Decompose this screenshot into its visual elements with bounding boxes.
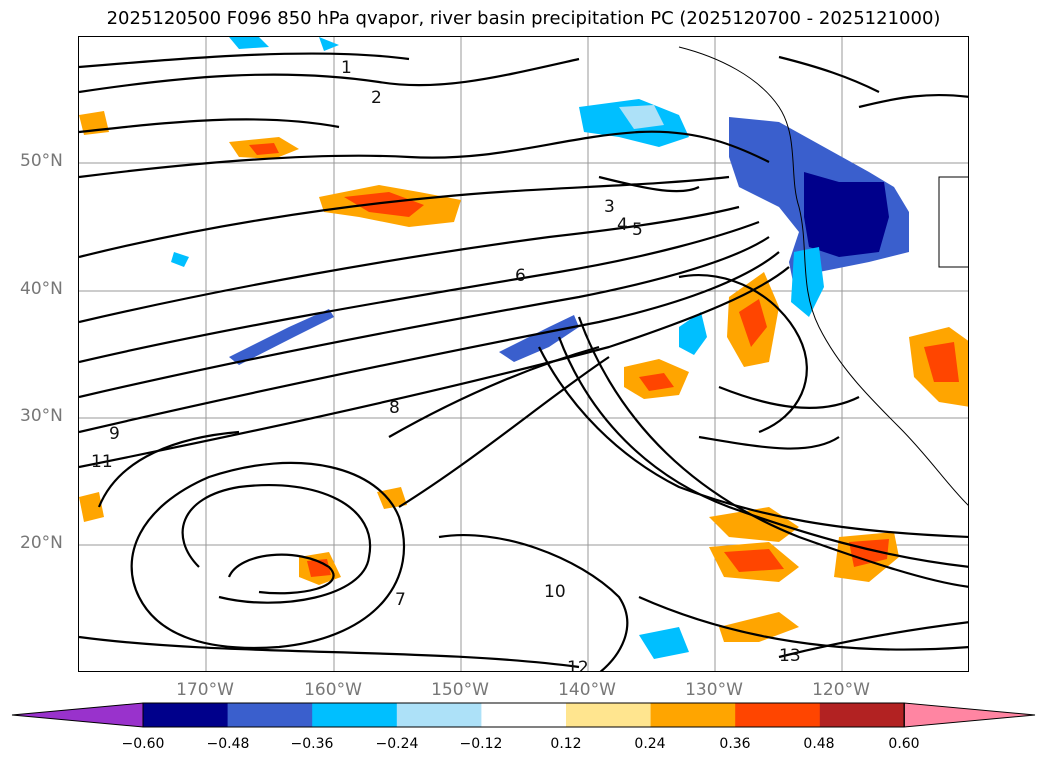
colorbar-segment: [566, 703, 652, 727]
contour-label-4: 4: [617, 215, 628, 235]
lon-label-140w: 140°W: [558, 680, 616, 700]
colorbar-segment: [396, 703, 482, 727]
contour-label-2: 2: [371, 88, 382, 108]
contour-label-11: 11: [91, 452, 113, 472]
contour-label-10: 10: [544, 582, 566, 602]
colorbar-segment: [481, 703, 567, 727]
colorbar-segment: [143, 703, 229, 727]
colorbar-tick-4: −0.24: [375, 736, 419, 752]
colorbar-extend-left: [11, 702, 144, 728]
contour-label-7: 7: [395, 590, 406, 610]
coastline: [678, 46, 968, 506]
lon-label-160w: 160°W: [304, 680, 362, 700]
contour-label-13: 13: [779, 646, 801, 666]
map-title: 2025120500 F096 850 hPa qvapor, river ba…: [106, 8, 941, 29]
colorbar-tick-7: 0.24: [634, 736, 666, 752]
precip-pc-shading: [79, 37, 968, 659]
contour-label-12: 12: [567, 658, 589, 672]
lat-label-40: 40°N: [20, 279, 63, 299]
colorbar-tick-5: −0.12: [459, 736, 503, 752]
contour-label-3: 3: [604, 197, 615, 217]
map-plot-area: 1 2 3 4 5 6 7 8 9 10 11 12 13: [78, 36, 969, 672]
colorbar-tick-3: −0.36: [290, 736, 334, 752]
contour-label-1: 1: [341, 58, 352, 78]
colorbar-segment: [735, 703, 821, 727]
contour-labels: 1 2 3 4 5 6 7 8 9 10 11 12 13: [91, 58, 801, 672]
lon-label-130w: 130°W: [685, 680, 743, 700]
contour-label-5: 5: [632, 220, 643, 240]
colorbar-segment: [312, 703, 398, 727]
lat-label-50: 50°N: [20, 151, 63, 171]
map-canvas: 1 2 3 4 5 6 7 8 9 10 11 12 13: [79, 37, 968, 672]
colorbar-tick-6: 0.12: [550, 736, 582, 752]
contour-label-9: 9: [109, 424, 120, 444]
lat-label-20: 20°N: [20, 533, 63, 553]
lon-label-120w: 120°W: [812, 680, 870, 700]
qvapor-contours: [79, 52, 968, 671]
lon-label-150w: 150°W: [431, 680, 489, 700]
colorbar-segment: [227, 703, 313, 727]
lon-label-170w: 170°W: [176, 680, 234, 700]
colorbar: [11, 702, 1036, 728]
colorbar-segment: [819, 703, 905, 727]
colorbar-extend-right: [903, 702, 1036, 728]
colorbar-tick-1: −0.60: [121, 736, 165, 752]
colorbar-tick-10: 0.60: [888, 736, 920, 752]
colorbar-segment: [650, 703, 736, 727]
colorbar-tick-2: −0.48: [206, 736, 250, 752]
contour-label-8: 8: [389, 398, 400, 418]
contour-label-6: 6: [515, 266, 526, 286]
colorbar-tick-9: 0.48: [803, 736, 835, 752]
colorbar-tick-8: 0.36: [719, 736, 751, 752]
lat-label-30: 30°N: [20, 406, 63, 426]
